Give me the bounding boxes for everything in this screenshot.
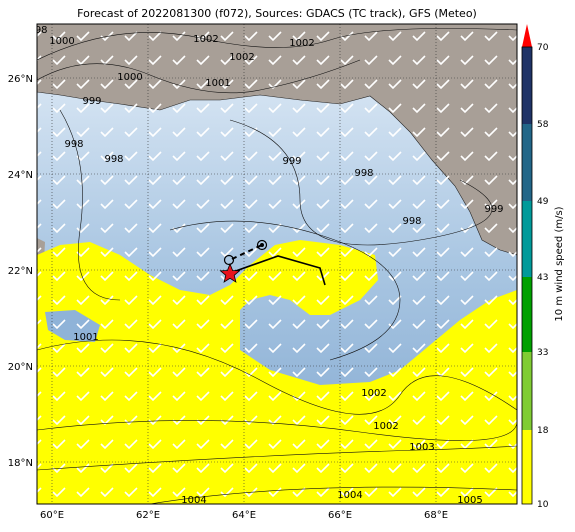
colorbar-segment [522,277,532,352]
isobar-label: 1000 [117,72,142,83]
colorbar-tick-label: 43 [537,273,548,283]
colorbar-segment [522,430,532,504]
isobar-label: 1002 [193,34,218,45]
isobar-label: 998 [402,216,421,227]
lon-tick-label: 66°E [328,510,352,521]
isobar-label: 998 [354,168,373,179]
graticule [37,24,517,504]
colorbar-segment [522,47,532,124]
isobar-label: 998 [28,25,47,36]
isobar-label: 998 [104,154,123,165]
isobar-label: 1004 [337,490,362,501]
colorbar-frame [521,46,533,505]
isobar-label: 1001 [205,78,230,89]
storm-position [219,262,241,283]
wind-barbs [37,24,517,504]
lat-tick-label: 24°N [8,170,33,181]
isobar-label: 1002 [361,388,386,399]
lat-tick-label: 26°N [8,74,33,85]
colorbar: 10 18 33 43 49 58 70 [521,24,549,510]
lat-tick-label: 22°N [8,266,33,277]
title: Forecast of 2022081300 (f072), Sources: … [77,7,477,20]
isobar-label: 1000 [49,36,74,47]
isobar-label: 999 [484,204,503,215]
isobars [37,28,517,504]
isobar-label: 1003 [409,442,434,453]
colorbar-tick-label: 18 [537,426,549,436]
colorbar-segment [522,352,532,430]
colorbar-tick-label: 10 [537,500,549,510]
lon-tick-label: 60°E [40,510,64,521]
axes: 60°E 62°E 64°E 66°E 68°E 26°N 24°N 22°N 20°N 18°N [8,74,448,521]
colorbar-label: 10 m wind speed (m/s) [554,206,565,321]
lon-tick-label: 64°E [232,510,256,521]
isobar-label: 1005 [457,495,482,506]
isobar-label: 1001 [73,332,98,343]
isobar-label: 1004 [181,495,206,506]
lon-tick-label: 62°E [136,510,160,521]
isobar-label: 1002 [229,52,254,63]
isobar-label: 998 [64,139,83,150]
isobar-label: 1002 [373,421,398,432]
colorbar-tick-label: 58 [537,120,549,130]
lat-tick-label: 20°N [8,362,33,373]
colorbar-segment [522,201,532,277]
map-frame [36,23,518,505]
colorbar-tick-label: 33 [537,348,548,358]
isobar-label: 999 [82,96,101,107]
colorbar-segment [522,124,532,201]
colorbar-extension [522,24,532,47]
isobar-label: 999 [282,156,301,167]
colorbar-tick-label: 70 [537,43,549,53]
storm-track [223,239,326,286]
colorbar-tick-label: 49 [537,197,549,207]
lat-tick-label: 18°N [8,458,33,469]
isobar-label: 1002 [289,38,314,49]
lon-tick-label: 68°E [424,510,448,521]
